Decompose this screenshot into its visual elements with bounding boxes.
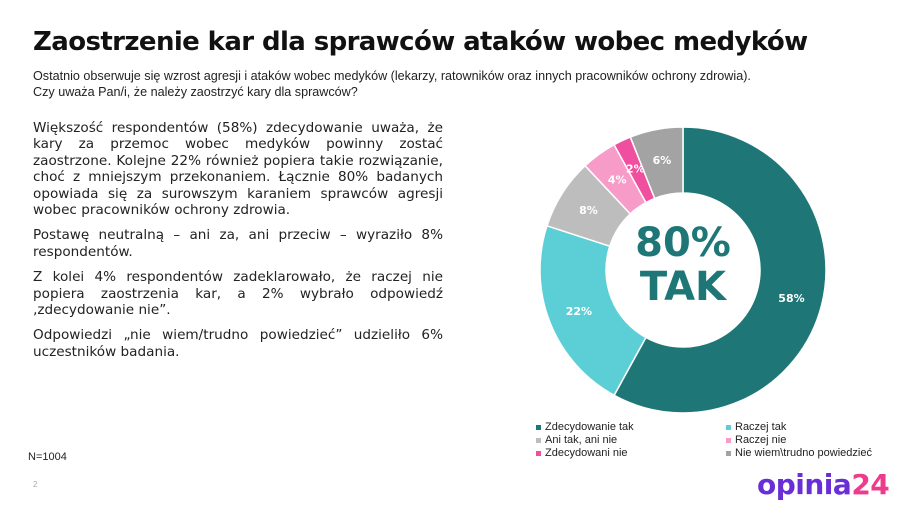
legend-swatch [536, 424, 541, 430]
survey-question: Ostatnio obserwuje się wzrost agresji i … [33, 68, 903, 100]
summary-text: Większość respondentów (58%) zdecydowani… [33, 120, 443, 369]
legend-item-ani-tak-ani-nie: Ani tak, ani nie [536, 434, 617, 446]
survey-question-line-2: Czy uważa Pan/i, że należy zaostrzyć kar… [33, 85, 358, 99]
donut-slice [539, 224, 647, 397]
legend-item-raczej-nie: Raczej nie [726, 434, 786, 446]
legend-label: Nie wiem\trudno powiedzieć [735, 447, 872, 459]
legend-item-nie-wiem: Nie wiem\trudno powiedzieć [726, 447, 872, 459]
legend-swatch [536, 450, 541, 456]
donut-slice-labels: 58% 22% 8% 4%2% 6% [566, 154, 805, 318]
legend-label: Raczej tak [735, 421, 787, 433]
logo-text: opinia [757, 468, 852, 501]
legend-swatch [536, 437, 541, 443]
page-number: 2 [33, 480, 38, 489]
sample-size: N=1004 [28, 451, 67, 463]
legend-swatch [726, 424, 731, 430]
legend-item-zdecydowanie-nie: Zdecydowani nie [536, 447, 628, 459]
donut-slices [539, 126, 827, 414]
page-title: Zaostrzenie kar dla sprawców ataków wobe… [33, 27, 808, 57]
survey-question-line-1: Ostatnio obserwuje się wzrost agresji i … [33, 69, 751, 83]
legend-label: Ani tak, ani nie [545, 434, 618, 446]
center-percent: 80% [635, 220, 731, 266]
slice-value-label: 2% [626, 163, 645, 176]
legend-label: Zdecydowanie tak [545, 421, 634, 433]
donut-center-label: 80% TAK [612, 221, 754, 309]
donut-slice [613, 126, 827, 414]
slice-value-label: 22% [566, 305, 592, 318]
legend-item-zdecydowanie-tak: Zdecydowanie tak [536, 421, 634, 433]
donut-slice [629, 126, 684, 200]
legend-swatch [726, 450, 731, 456]
legend-swatch [726, 437, 731, 443]
logo-number: 24 [851, 468, 890, 501]
summary-paragraph: Odpowiedzi „nie wiem/trudno powiedzieć” … [33, 327, 443, 360]
opinia24-logo: opinia24 [757, 468, 890, 502]
summary-paragraph: Większość respondentów (58%) zdecydowani… [33, 120, 443, 219]
slice-value-label: 8% [579, 204, 598, 217]
summary-paragraph: Z kolei 4% respondentów zadeklarowało, ż… [33, 269, 443, 319]
donut-chart: 58% 22% 8% 4%2% 6% [539, 126, 827, 414]
slice-value-label: 58% [778, 292, 804, 305]
legend-label: Raczej nie [735, 434, 787, 446]
legend-label: Zdecydowani nie [545, 447, 628, 459]
summary-paragraph: Postawę neutralną – ani za, ani przeciw … [33, 227, 443, 260]
slice-value-label: 6% [653, 154, 672, 167]
legend-item-raczej-tak: Raczej tak [726, 421, 786, 433]
center-tak: TAK [639, 264, 727, 310]
slice-value-label: 4% [608, 173, 627, 186]
